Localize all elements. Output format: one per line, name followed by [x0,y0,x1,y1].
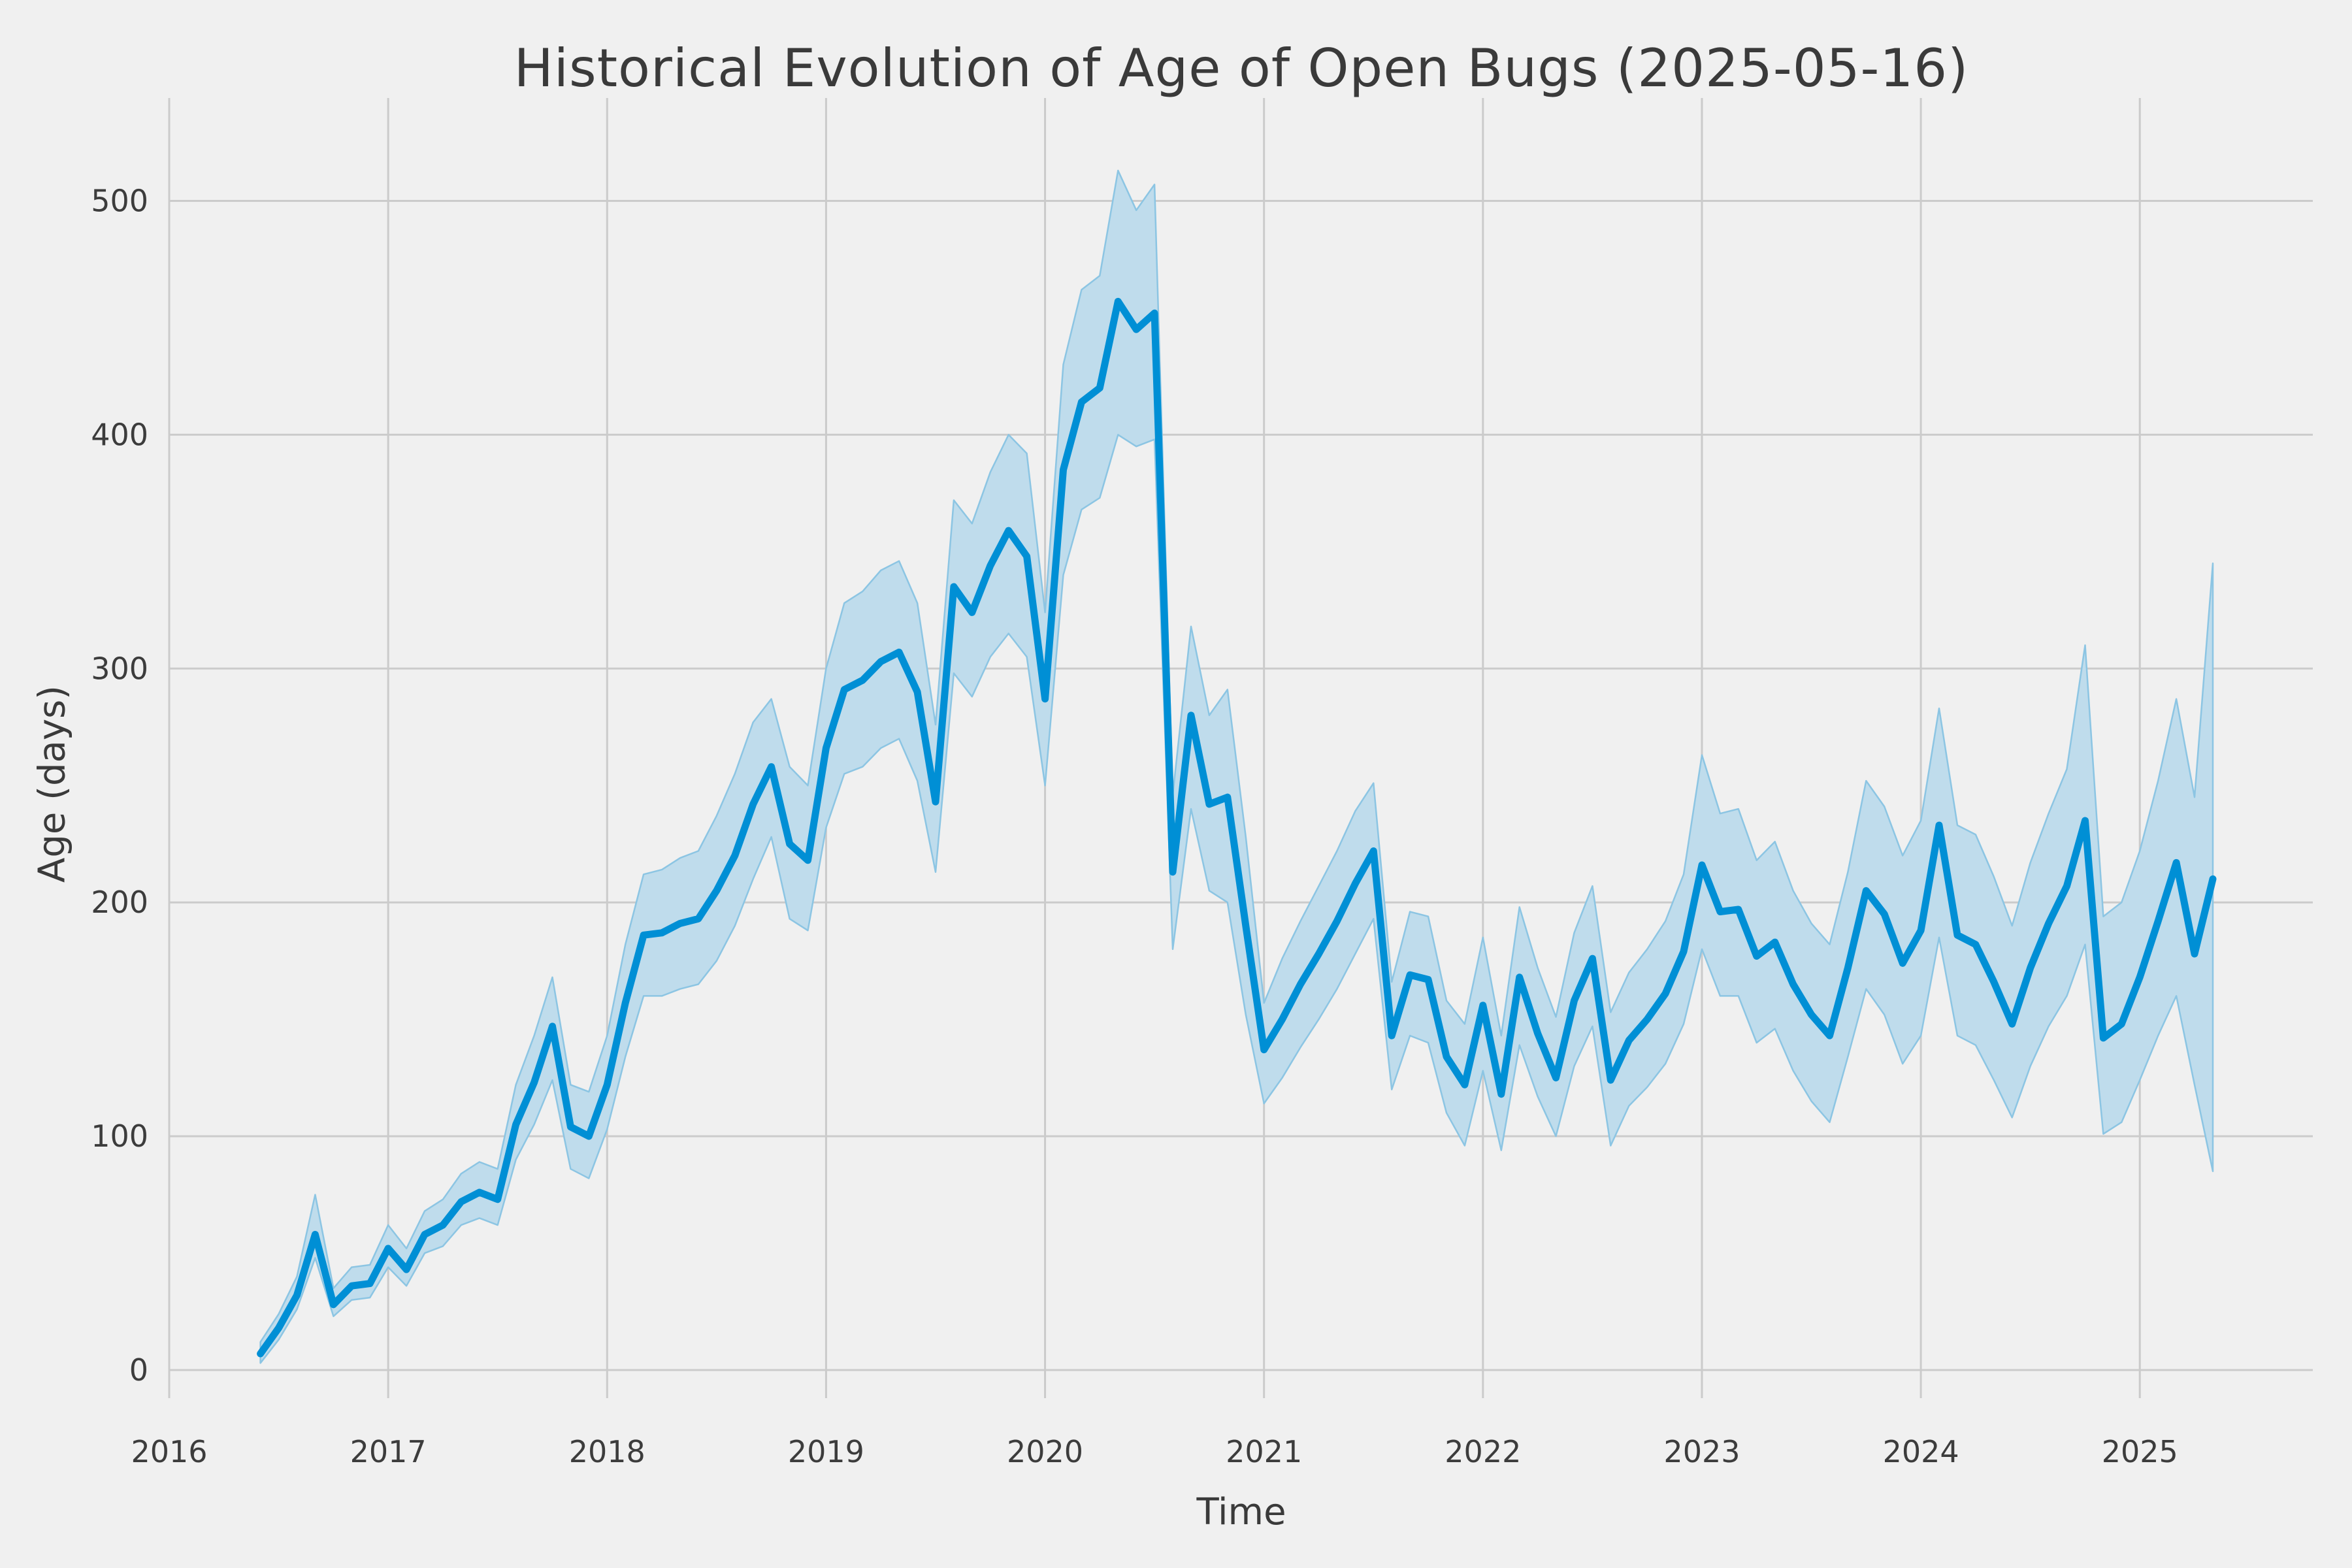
y-tick-label: 200 [91,885,148,920]
x-tick-label: 2021 [1226,1434,1302,1469]
x-tick-label: 2017 [350,1434,427,1469]
x-tick-label: 2016 [131,1434,207,1469]
y-tick-label: 300 [91,651,148,686]
x-tick-label: 2024 [1883,1434,1959,1469]
x-tick-label: 2020 [1007,1434,1083,1469]
confidence-band [259,169,2214,1364]
x-tick-label: 2023 [1663,1434,1740,1469]
median-line [257,297,2217,1358]
x-tick-label: 2022 [1445,1434,1521,1469]
y-tick-label: 0 [129,1352,148,1388]
x-tick-label: 2018 [569,1434,645,1469]
x-tick-label: 2019 [788,1434,864,1469]
chart-title: Historical Evolution of Age of Open Bugs… [514,38,1969,99]
y-tick-label: 500 [91,183,148,218]
x-axis-label: Time [1196,1491,1286,1533]
y-tick-label: 400 [91,417,148,452]
x-tick-label: 2025 [2102,1434,2178,1469]
y-tick-label: 100 [91,1119,148,1154]
